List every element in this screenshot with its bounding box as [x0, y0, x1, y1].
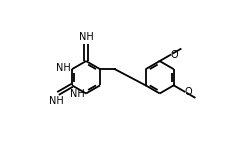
Text: NH: NH — [55, 63, 70, 73]
Text: NH: NH — [49, 95, 64, 106]
Text: O: O — [171, 50, 178, 60]
Text: NH: NH — [79, 32, 93, 42]
Text: O: O — [185, 87, 192, 97]
Text: NH: NH — [69, 89, 84, 99]
